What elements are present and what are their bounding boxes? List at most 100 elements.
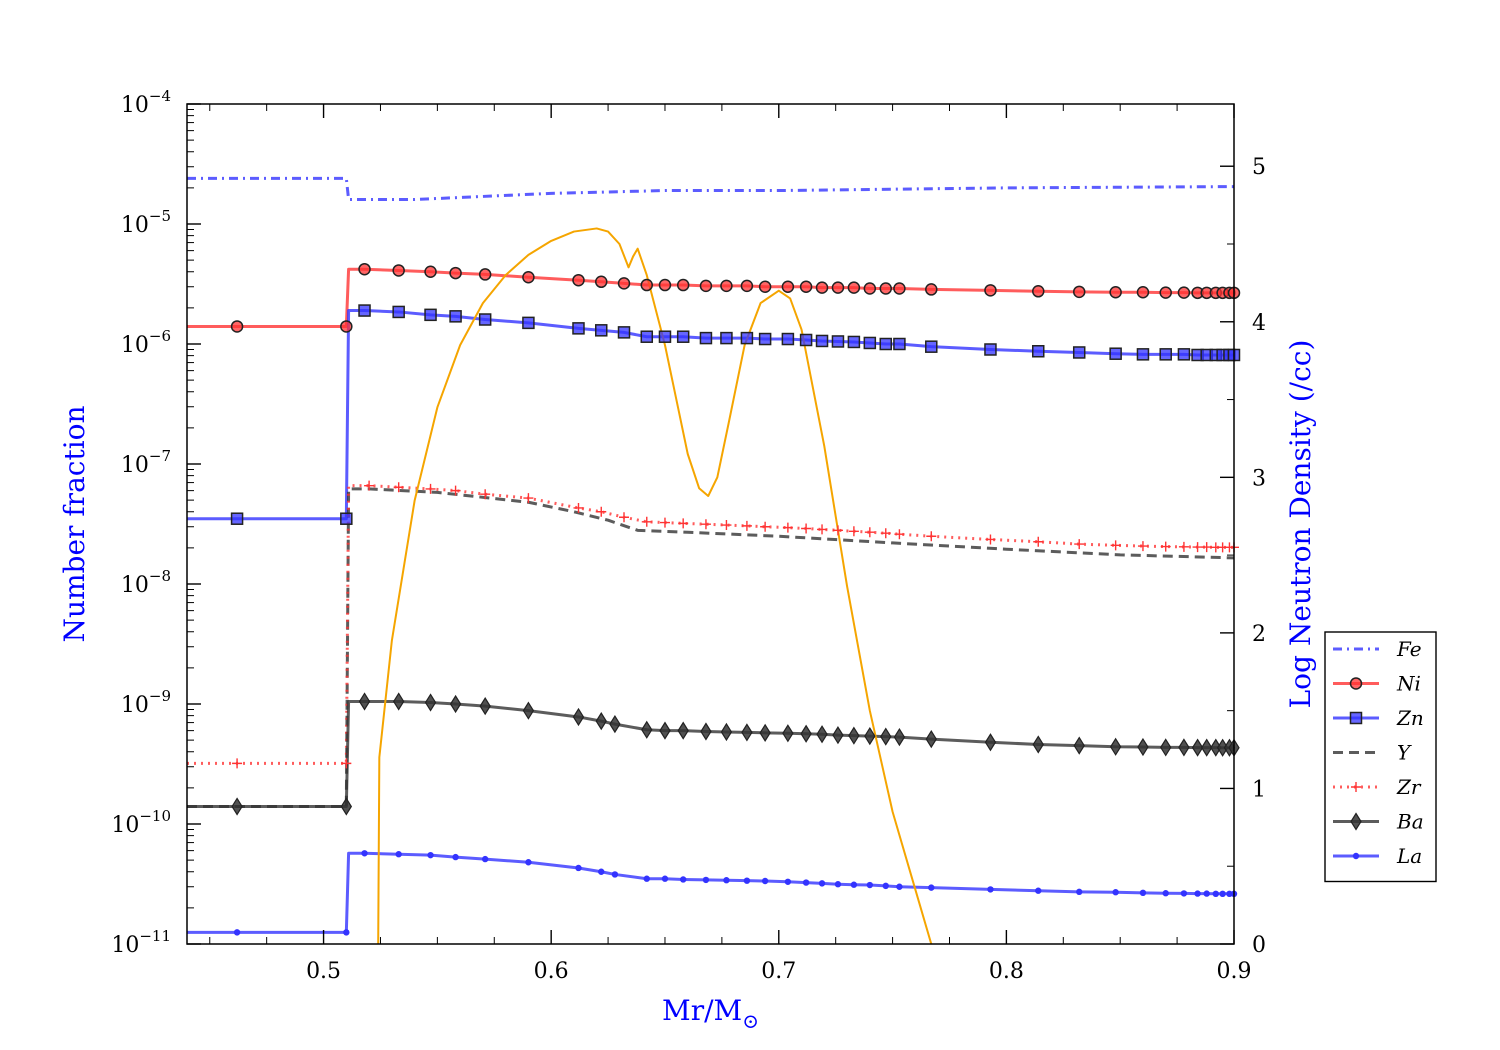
- series-zn-marker: [640, 330, 654, 343]
- series-zn-marker: [1177, 348, 1191, 361]
- series-ni-marker: [392, 264, 405, 277]
- series-zr-marker: [1033, 536, 1044, 547]
- series-ni-marker: [863, 282, 877, 295]
- series-ni-marker: [799, 280, 813, 293]
- series-la-marker: [928, 884, 935, 891]
- x-tick-label: 0.7: [761, 959, 796, 984]
- series-ba-marker: [479, 696, 491, 716]
- series-zn-marker: [449, 310, 462, 323]
- series-ba-marker: [720, 722, 733, 742]
- series-ba-marker: [641, 720, 653, 739]
- series-ni-marker: [984, 284, 997, 297]
- series-zr-marker: [393, 482, 404, 493]
- series-la-marker: [723, 877, 730, 884]
- series-zn-marker: [478, 313, 492, 326]
- series-zr-marker: [1110, 540, 1121, 551]
- series-ba-marker: [340, 797, 353, 816]
- series-zr-marker: [678, 518, 689, 529]
- series-zr-marker: [450, 485, 461, 496]
- series-la-marker: [361, 850, 368, 857]
- legend-ni-label: Ni: [1396, 672, 1421, 696]
- series-zn-marker: [758, 332, 772, 346]
- series-la-marker: [611, 871, 619, 878]
- series-la-marker: [679, 876, 687, 883]
- series-zn-marker: [893, 337, 906, 351]
- series-neutron-density-line: [377, 227, 933, 944]
- series-zn-marker: [358, 304, 371, 317]
- series-ba-marker: [741, 723, 753, 742]
- series-zr-marker: [641, 516, 652, 527]
- series-zr-line: [187, 484, 1234, 765]
- series-zn-marker: [1072, 346, 1086, 359]
- series-zr-marker: [573, 502, 584, 513]
- plot-frame: [186, 103, 1235, 945]
- series-zn-marker: [617, 326, 631, 339]
- series-ni-marker: [1109, 285, 1122, 299]
- y-right-tick-label: 4: [1252, 311, 1266, 336]
- series-la-marker: [525, 859, 532, 866]
- series-ni-marker: [478, 268, 492, 281]
- series-ni-marker: [815, 281, 829, 294]
- series-la-marker: [834, 881, 842, 888]
- y-right-axis-title: Log Neutron Density (/cc): [1284, 340, 1317, 709]
- series-ni-line: [187, 267, 1234, 328]
- series-la-marker: [575, 864, 582, 872]
- series-la-marker: [1226, 890, 1233, 898]
- series-zn-marker: [424, 308, 437, 322]
- tick-layer: [187, 103, 1235, 945]
- series-zr-marker: [782, 522, 793, 533]
- series-zn-marker: [984, 343, 997, 356]
- legend-zn-label: Zn: [1396, 706, 1424, 730]
- series-ni-marker: [449, 266, 462, 280]
- legend-la-label: La: [1396, 844, 1422, 868]
- series-ni-marker: [720, 279, 733, 293]
- series-zn-marker: [799, 333, 813, 347]
- legend-y-label: Y: [1397, 741, 1412, 765]
- series-zr-marker: [832, 525, 843, 536]
- series-ba-marker: [424, 693, 437, 712]
- series-ba-marker: [864, 726, 876, 746]
- y-right-tick-label: 3: [1252, 466, 1266, 491]
- series-ni-marker: [572, 273, 585, 287]
- series-ba-marker: [893, 727, 906, 747]
- series-ni-marker: [893, 282, 906, 295]
- series-ba-marker: [231, 797, 243, 816]
- series-zr-marker: [425, 483, 436, 494]
- legend-zr-marker: [1351, 782, 1361, 792]
- series-ba-marker: [782, 724, 794, 743]
- series-zr-marker: [364, 480, 375, 491]
- series-zr-marker: [880, 528, 891, 539]
- series-ba-marker: [759, 723, 771, 742]
- series-ni-marker: [925, 283, 938, 296]
- y-right-tick-label: 1: [1252, 777, 1266, 802]
- series-y-line: [187, 487, 1234, 808]
- series-ni-marker: [781, 280, 795, 293]
- y-left-tick-label: 10−9: [121, 687, 171, 718]
- series-zn-marker: [863, 336, 877, 350]
- series-ni-marker: [699, 279, 713, 293]
- series-la-marker: [427, 851, 434, 859]
- series-ba-marker: [800, 724, 812, 743]
- series-ba-marker: [984, 733, 997, 752]
- series-la-marker: [802, 879, 810, 886]
- series-zr-marker: [700, 519, 711, 530]
- series-la-marker: [784, 878, 792, 885]
- series-zr-marker: [848, 526, 859, 537]
- series-la-marker: [1162, 890, 1169, 897]
- series-zr-marker: [894, 529, 905, 540]
- series-ni-marker: [1136, 285, 1150, 299]
- series-zn-marker: [1109, 347, 1122, 360]
- series-la-marker: [643, 875, 650, 882]
- y-left-tick-label: 10−10: [111, 807, 171, 838]
- legend-fe-label: Fe: [1396, 637, 1422, 661]
- y-left-tick-label: 10−6: [121, 327, 171, 358]
- series-zr-marker: [864, 527, 875, 538]
- series-zn-marker: [925, 340, 938, 353]
- series-ba-line: [187, 699, 1234, 808]
- y-left-tick-label: 10−5: [121, 207, 171, 238]
- series-zn-marker: [230, 512, 244, 525]
- series-zn-marker: [831, 335, 845, 348]
- legend-zn-marker: [1349, 711, 1363, 725]
- label-layer: 0.5 0.6 0.7 0.8 0.9 10−4 10−5 10−6 10−7 10−8 10−9 1…: [58, 87, 1317, 1033]
- series-ni-marker: [358, 262, 371, 276]
